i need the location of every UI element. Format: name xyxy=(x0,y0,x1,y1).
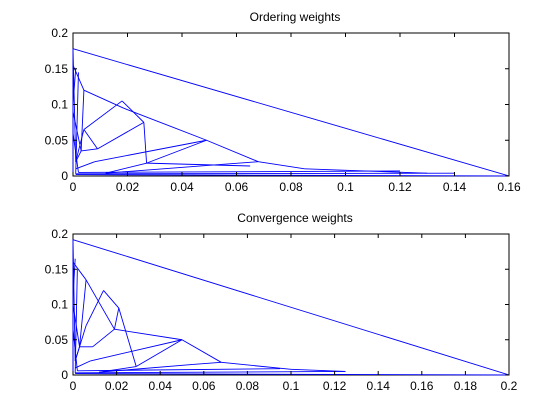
data-segment xyxy=(146,139,207,164)
y-tick-label: 0.05 xyxy=(45,133,69,147)
data-segment xyxy=(72,68,77,105)
y-tick-label: 0 xyxy=(61,368,68,382)
chart-panel-1: 0 0.02 0.04 0.06 0.08 0.1 0.12 0.14 0.16 0 0.05 0.1… xyxy=(45,10,521,194)
data-segment xyxy=(81,148,98,152)
x-tick-label: 0.02 xyxy=(105,379,129,393)
data-segment xyxy=(105,162,147,174)
data-segment xyxy=(143,122,148,164)
data-segment xyxy=(290,368,346,372)
data-segment xyxy=(94,139,207,163)
y-tick-label: 0.15 xyxy=(45,262,69,276)
data-segment xyxy=(75,174,510,177)
data-segment xyxy=(72,329,78,371)
data-segment xyxy=(75,172,455,175)
x-tick-label: 0.14 xyxy=(443,180,467,194)
data-segment xyxy=(258,161,305,170)
data-segment xyxy=(113,307,120,330)
x-tick-label: 0.1 xyxy=(337,180,354,194)
y-tick-label: 0 xyxy=(61,169,68,183)
data-segment xyxy=(72,48,77,162)
data-segment xyxy=(74,360,91,369)
data-segment xyxy=(221,361,292,370)
y-tick-label: 0.15 xyxy=(45,62,69,76)
chart-panel-2: 0 0.02 0.04 0.06 0.08 0.1 0.12 0.14 0.16 0.18 0.2 0… xyxy=(45,211,518,393)
x-tick-label: 0.12 xyxy=(388,180,412,194)
data-segment xyxy=(72,239,510,376)
x-tick-label: 0.18 xyxy=(454,379,478,393)
data-segment xyxy=(75,72,79,174)
y-tick-label: 0.05 xyxy=(45,333,69,347)
x-tick-label: 0.16 xyxy=(497,180,521,194)
data-segment xyxy=(146,162,251,167)
data-segment xyxy=(72,133,79,173)
y-tick-label: 0.1 xyxy=(51,298,68,312)
data-segment xyxy=(85,279,115,330)
axes-box xyxy=(72,233,510,376)
data-segment xyxy=(72,48,510,177)
data-segment xyxy=(304,168,428,174)
data-segment xyxy=(77,368,281,372)
x-tick-label: 0.2 xyxy=(501,379,518,393)
data-segment xyxy=(92,328,115,348)
x-tick-label: 0 xyxy=(70,180,77,194)
y-tick-label: 0.1 xyxy=(51,98,68,112)
data-segment xyxy=(75,161,95,170)
data-segment xyxy=(118,307,137,367)
x-tick-label: 0.08 xyxy=(236,379,260,393)
x-tick-label: 0.06 xyxy=(225,180,249,194)
data-segment xyxy=(75,371,346,374)
x-tick-label: 0.14 xyxy=(367,379,391,393)
data-segment xyxy=(83,100,123,130)
chart-title: Convergence weights xyxy=(237,211,352,225)
data-segment xyxy=(121,100,145,123)
axes-box xyxy=(72,32,510,177)
data-segment xyxy=(135,339,183,367)
x-tick-label: 0.06 xyxy=(192,379,216,393)
x-tick-label: 0 xyxy=(70,379,77,393)
data-segment xyxy=(99,363,193,373)
x-tick-label: 0.16 xyxy=(410,379,434,393)
data-segment xyxy=(103,290,120,309)
data-segment xyxy=(75,373,510,376)
data-segment xyxy=(192,361,222,365)
data-segment xyxy=(74,269,78,373)
x-tick-label: 0.12 xyxy=(323,379,347,393)
x-tick-label: 0.04 xyxy=(170,180,194,194)
data-segment xyxy=(206,139,259,163)
data-segment xyxy=(181,339,222,363)
data-segment xyxy=(79,279,87,347)
data-segment xyxy=(83,129,98,150)
x-tick-label: 0.02 xyxy=(116,180,140,194)
y-tick-label: 0.2 xyxy=(51,227,68,241)
x-tick-label: 0.1 xyxy=(283,379,300,393)
x-tick-label: 0.08 xyxy=(279,180,303,194)
x-tick-label: 0.04 xyxy=(149,379,173,393)
y-tick-label: 0.2 xyxy=(51,26,68,40)
data-segment xyxy=(123,107,207,141)
chart-title: Ordering weights xyxy=(250,10,341,24)
data-segment xyxy=(78,170,401,173)
data-segment xyxy=(80,90,85,151)
data-segment xyxy=(85,290,104,326)
data-segment xyxy=(90,339,183,362)
data-segment xyxy=(97,121,145,150)
